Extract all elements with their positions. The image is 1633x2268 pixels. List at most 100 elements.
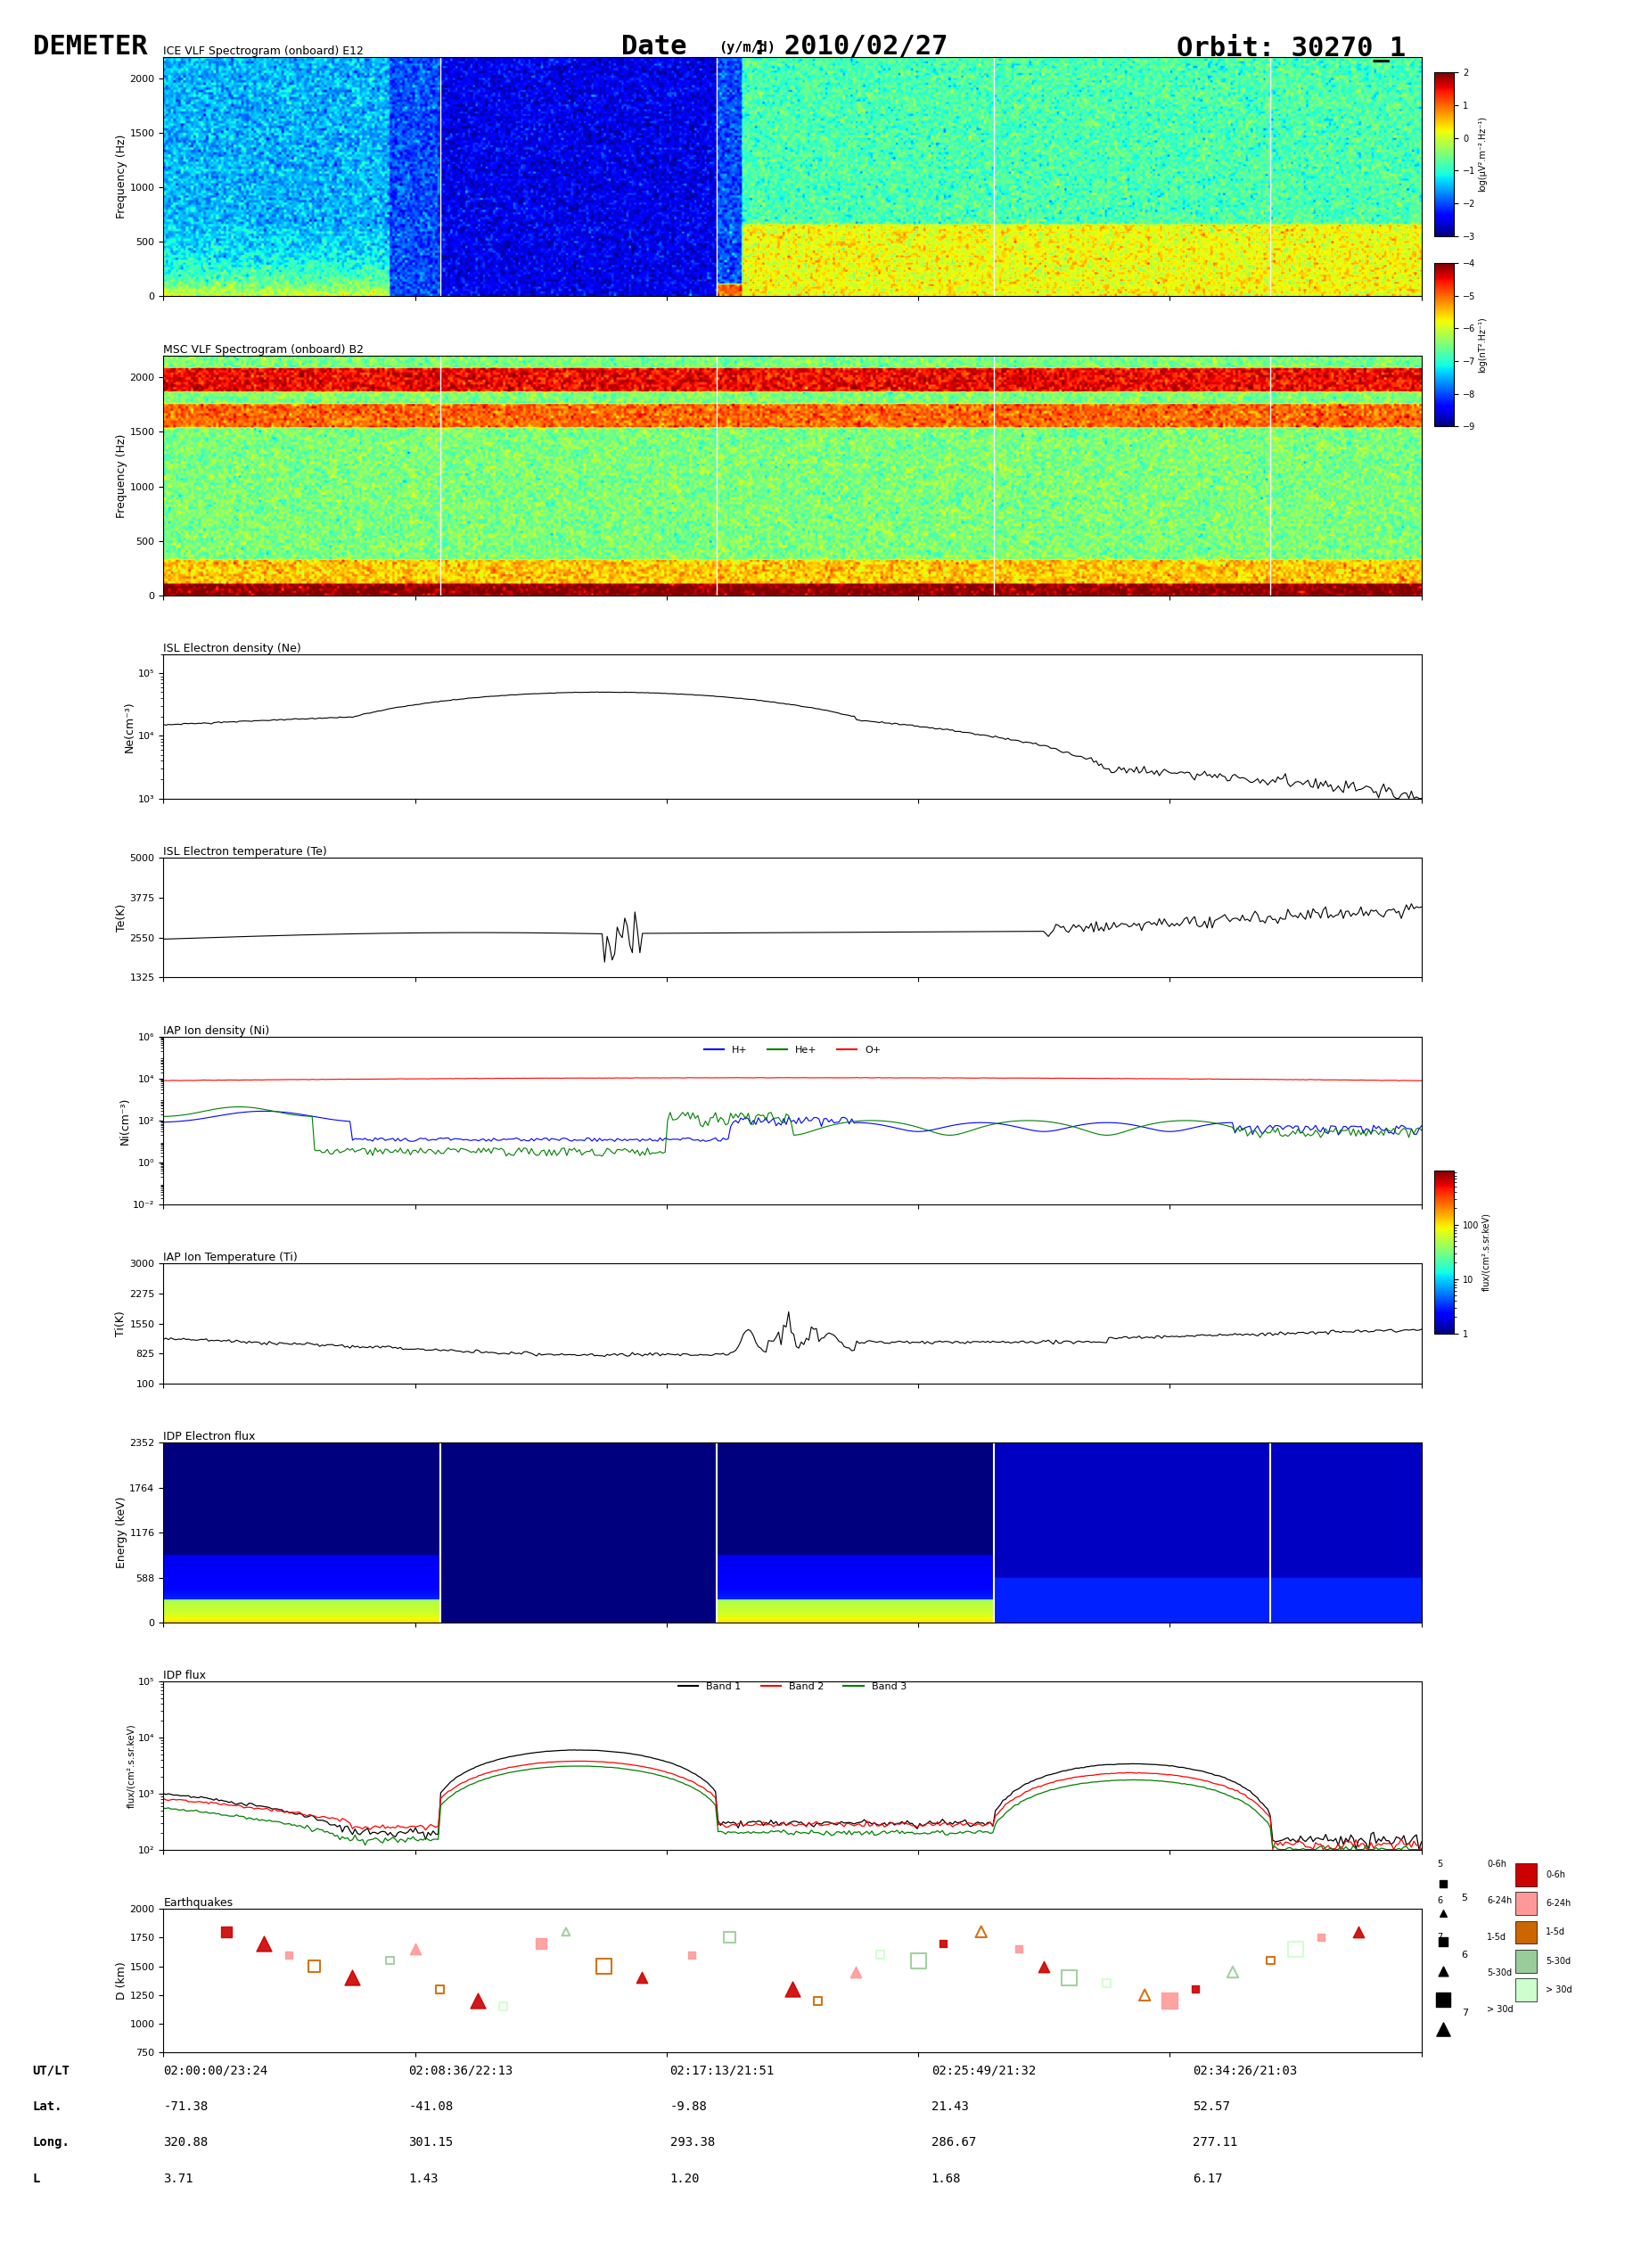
Text: > 30d: > 30d [1545, 1987, 1571, 1994]
Text: 293.38: 293.38 [670, 2136, 714, 2150]
Line: Band 2: Band 2 [163, 1762, 1421, 1848]
Y-axis label: Ne(cm⁻³): Ne(cm⁻³) [124, 701, 136, 753]
Band 3 [753, 1819, 772, 1846]
Y-axis label: Frequency (Hz): Frequency (Hz) [116, 433, 127, 517]
Point [905, 1941, 931, 1978]
Point [1431, 2009, 1457, 2046]
Text: 02:00:00/23:24: 02:00:00/23:24 [163, 2064, 268, 2077]
Text: 301.15: 301.15 [408, 2136, 452, 2150]
Text: 5: 5 [1437, 1860, 1442, 1869]
Point [1346, 1914, 1372, 1950]
Point [1306, 1919, 1333, 1955]
Text: 21.43: 21.43 [931, 2100, 968, 2114]
H+ [1411, 1111, 1431, 1139]
Y-axis label: D (km): D (km) [116, 1962, 127, 2000]
Text: Long.: Long. [33, 2136, 70, 2150]
Text: 5-30d: 5-30d [1545, 1957, 1571, 1966]
Band 1 [1187, 1758, 1207, 1785]
O+ [154, 1066, 173, 1093]
Point [340, 1960, 366, 1996]
Y-axis label: Ni(cm⁻³): Ni(cm⁻³) [119, 1098, 131, 1145]
Point [552, 1914, 578, 1950]
Band 1 [565, 1737, 585, 1765]
Point [402, 1930, 428, 1966]
Band 1 [154, 1780, 173, 1808]
Line: O+: O+ [163, 1077, 1421, 1082]
Text: 286.67: 286.67 [931, 2136, 975, 2150]
Bar [1515, 1892, 1537, 1914]
He+ [839, 1109, 859, 1136]
Text: 7: 7 [1460, 2009, 1466, 2019]
Band 2 [761, 1812, 781, 1839]
Band 1 [836, 1810, 856, 1837]
H+ [763, 1105, 782, 1132]
Point [1156, 1982, 1182, 2019]
Y-axis label: flux/(cm².s.sr.keV): flux/(cm².s.sr.keV) [127, 1724, 136, 1808]
H+ [154, 1109, 173, 1136]
He+ [763, 1105, 782, 1132]
Band 2 [575, 1749, 594, 1776]
H+ [1386, 1114, 1406, 1141]
Text: 3.71: 3.71 [163, 2173, 193, 2186]
Band 3 [761, 1817, 781, 1844]
Text: IAP Ion Temperature (Ti): IAP Ion Temperature (Ti) [163, 1252, 297, 1263]
He+ [1189, 1107, 1208, 1134]
Point [1055, 1960, 1081, 1996]
He+ [1386, 1120, 1406, 1148]
Y-axis label: Frequency (Hz): Frequency (Hz) [116, 134, 127, 218]
Text: (y/m/d): (y/m/d) [719, 41, 776, 54]
O+ [758, 1064, 777, 1091]
Point [1181, 1971, 1207, 2007]
He+ [1411, 1116, 1431, 1143]
Text: 0-6h: 0-6h [1486, 1860, 1506, 1869]
Band 2 [1386, 1830, 1406, 1857]
Band 3 [1187, 1774, 1207, 1801]
Text: Orbit: 30270_1: Orbit: 30270_1 [1176, 34, 1404, 64]
O+ [905, 1064, 924, 1091]
Y-axis label: Energy (keV): Energy (keV) [116, 1497, 127, 1569]
Point [212, 1914, 240, 1950]
Band 2 [836, 1810, 856, 1837]
Text: -9.88: -9.88 [670, 2100, 707, 2114]
Text: 1-5d: 1-5d [1486, 1932, 1506, 1941]
Text: 6.17: 6.17 [1192, 2173, 1221, 2186]
Y-axis label: Ti(K): Ti(K) [116, 1311, 127, 1336]
Point [1282, 1930, 1308, 1966]
He+ [756, 1107, 776, 1134]
O+ [834, 1064, 854, 1091]
Text: 7: 7 [1437, 1932, 1442, 1941]
O+ [1187, 1066, 1207, 1093]
Text: UT/LT: UT/LT [33, 2064, 70, 2077]
Y-axis label: Te(K): Te(K) [116, 903, 127, 932]
Text: 277.11: 277.11 [1192, 2136, 1236, 2150]
Text: MSC VLF Spectrogram (onboard) B2: MSC VLF Spectrogram (onboard) B2 [163, 345, 364, 356]
Text: 0-6h: 0-6h [1545, 1871, 1564, 1878]
Text: DEMETER: DEMETER [33, 34, 147, 59]
Text: 6-24h: 6-24h [1486, 1896, 1511, 1905]
Point [1030, 1948, 1057, 1984]
Text: 02:34:26/21:03: 02:34:26/21:03 [1192, 2064, 1297, 2077]
Band 1 [761, 1808, 781, 1835]
Text: Date: Date [621, 34, 686, 59]
Text: 02:25:49/21:32: 02:25:49/21:32 [931, 2064, 1035, 2077]
Text: 5-30d: 5-30d [1486, 1969, 1511, 1978]
Band 3 [1411, 1835, 1431, 1862]
Point [490, 1989, 516, 2025]
Band 1 [905, 1812, 924, 1839]
Line: H+: H+ [163, 1111, 1421, 1141]
He+ [154, 1102, 173, 1129]
Legend: H+, He+, O+: H+, He+, O+ [699, 1041, 885, 1059]
Text: -41.08: -41.08 [408, 2100, 452, 2114]
Text: 1.20: 1.20 [670, 2173, 699, 2186]
Band 2 [1411, 1835, 1431, 1862]
Point [867, 1937, 893, 1973]
Point [527, 1926, 554, 1962]
Point [1218, 1953, 1244, 1989]
Y-axis label: log(nT².Hz⁻¹): log(nT².Hz⁻¹) [1478, 318, 1486, 372]
Text: 1.43: 1.43 [408, 2173, 438, 2186]
Point [967, 1914, 993, 1950]
Point [1431, 1953, 1457, 1989]
Band 3 [1386, 1835, 1406, 1862]
Band 3 [154, 1794, 173, 1821]
Point [1431, 1982, 1457, 2019]
